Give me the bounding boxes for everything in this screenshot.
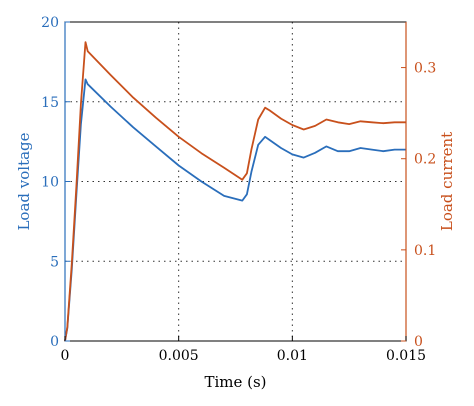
x-tick-label: 0 [61,348,70,364]
y-left-tick-label: 10 [41,175,59,191]
y-right-tick-label: 0.1 [414,243,436,259]
grid [65,22,406,341]
y-left-tick-label: 0 [50,334,59,350]
y-left-tick-label: 15 [41,95,59,111]
y-right-tick-label: 0.3 [414,61,436,77]
load-voltage-line [64,78,406,342]
x-tick-label: 0.015 [386,348,426,364]
x-axis-label: Time (s) [204,373,266,391]
series-layer [64,41,406,342]
y-right-tick-label: 0 [414,334,423,350]
y-left-tick-label: 20 [41,15,59,31]
x-tick-label: 0.005 [159,348,199,364]
left-axis-label: Load voltage [15,132,33,230]
y-right-tick-label: 0.2 [414,152,436,168]
x-tick-label: 0.01 [277,348,308,364]
y-left-tick-label: 5 [50,254,59,270]
right-axis-label: Load current [438,132,456,231]
load-current-line [64,41,406,342]
